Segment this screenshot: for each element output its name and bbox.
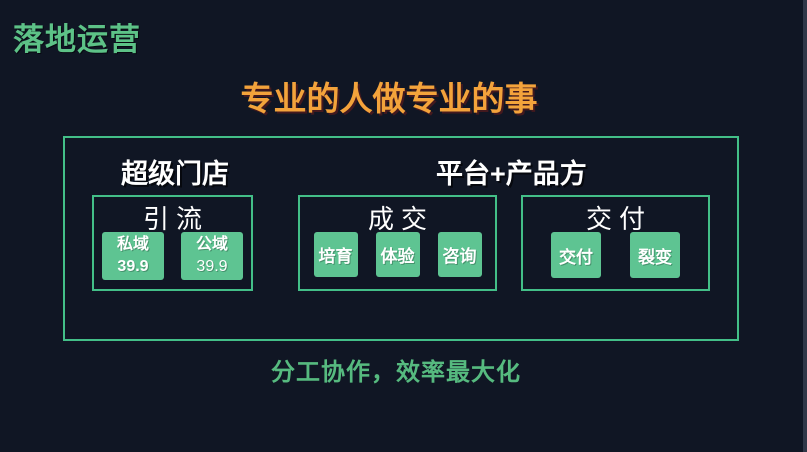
footer-slogan: 分工协作，效率最大化 [271, 359, 521, 386]
stage-box-traffic: 引流 私域 39.9 公域 39.9 [92, 195, 253, 291]
slide-subtitle: 专业的人做专业的事 [240, 80, 538, 117]
chip-nurture: 培育 [313, 232, 358, 277]
chip-public-domain-price: 39.9 [196, 258, 228, 275]
chip-row-delivery: 交付 裂变 [523, 232, 708, 278]
chip-private-domain-price: 39.9 [117, 258, 149, 275]
chip-fission-label: 裂变 [638, 247, 672, 267]
right-edge-strip [803, 0, 807, 452]
chip-delivery: 交付 [551, 232, 601, 278]
chip-private-domain: 私域 39.9 [102, 232, 164, 280]
stage-box-conversion: 成交 培育 体验 咨询 [298, 195, 497, 291]
workflow-container-box: 超级门店 平台+产品方 引流 私域 39.9 公域 39.9 成交 培育 体验 … [63, 136, 739, 341]
group-heading-platform-product: 平台+产品方 [436, 159, 587, 189]
stage-box-delivery: 交付 交付 裂变 [521, 195, 710, 291]
chip-row-traffic: 私域 39.9 公域 39.9 [94, 232, 251, 280]
chip-consult-label: 咨询 [442, 247, 477, 266]
chip-experience: 体验 [375, 232, 420, 277]
page-title: 落地运营 [13, 22, 141, 57]
chip-consult: 咨询 [437, 232, 482, 277]
chip-nurture-label: 培育 [318, 247, 353, 266]
chip-row-conversion: 培育 体验 咨询 [300, 232, 495, 277]
group-heading-super-store: 超级门店 [121, 159, 229, 189]
chip-private-domain-label: 私域 [116, 236, 149, 254]
stage-title-delivery: 交付 [585, 205, 652, 234]
stage-title-traffic: 引流 [142, 205, 209, 234]
chip-public-domain-label: 公域 [195, 236, 228, 254]
chip-experience-label: 体验 [380, 247, 415, 266]
stage-title-conversion: 成交 [367, 205, 434, 234]
chip-fission: 裂变 [630, 232, 680, 278]
chip-public-domain: 公域 39.9 [181, 232, 243, 280]
chip-delivery-label: 交付 [559, 247, 593, 267]
